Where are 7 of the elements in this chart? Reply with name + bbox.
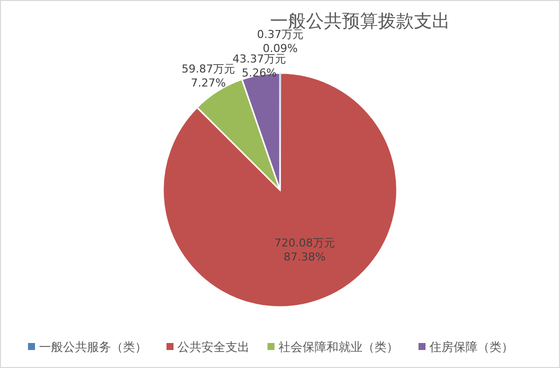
data-label: 59.87万元 7.27%	[182, 62, 236, 90]
data-label: 0.37万元 0.09%	[256, 28, 304, 55]
data-label: 720.08万元 87.38%	[274, 236, 335, 264]
legend-label: 社会保障和就业（类）	[278, 340, 398, 354]
legend-label: 公共安全支出	[178, 340, 250, 354]
legend-label: 住房保障（类）	[428, 340, 514, 354]
legend-label: 一般公共服务（类）	[39, 340, 147, 354]
